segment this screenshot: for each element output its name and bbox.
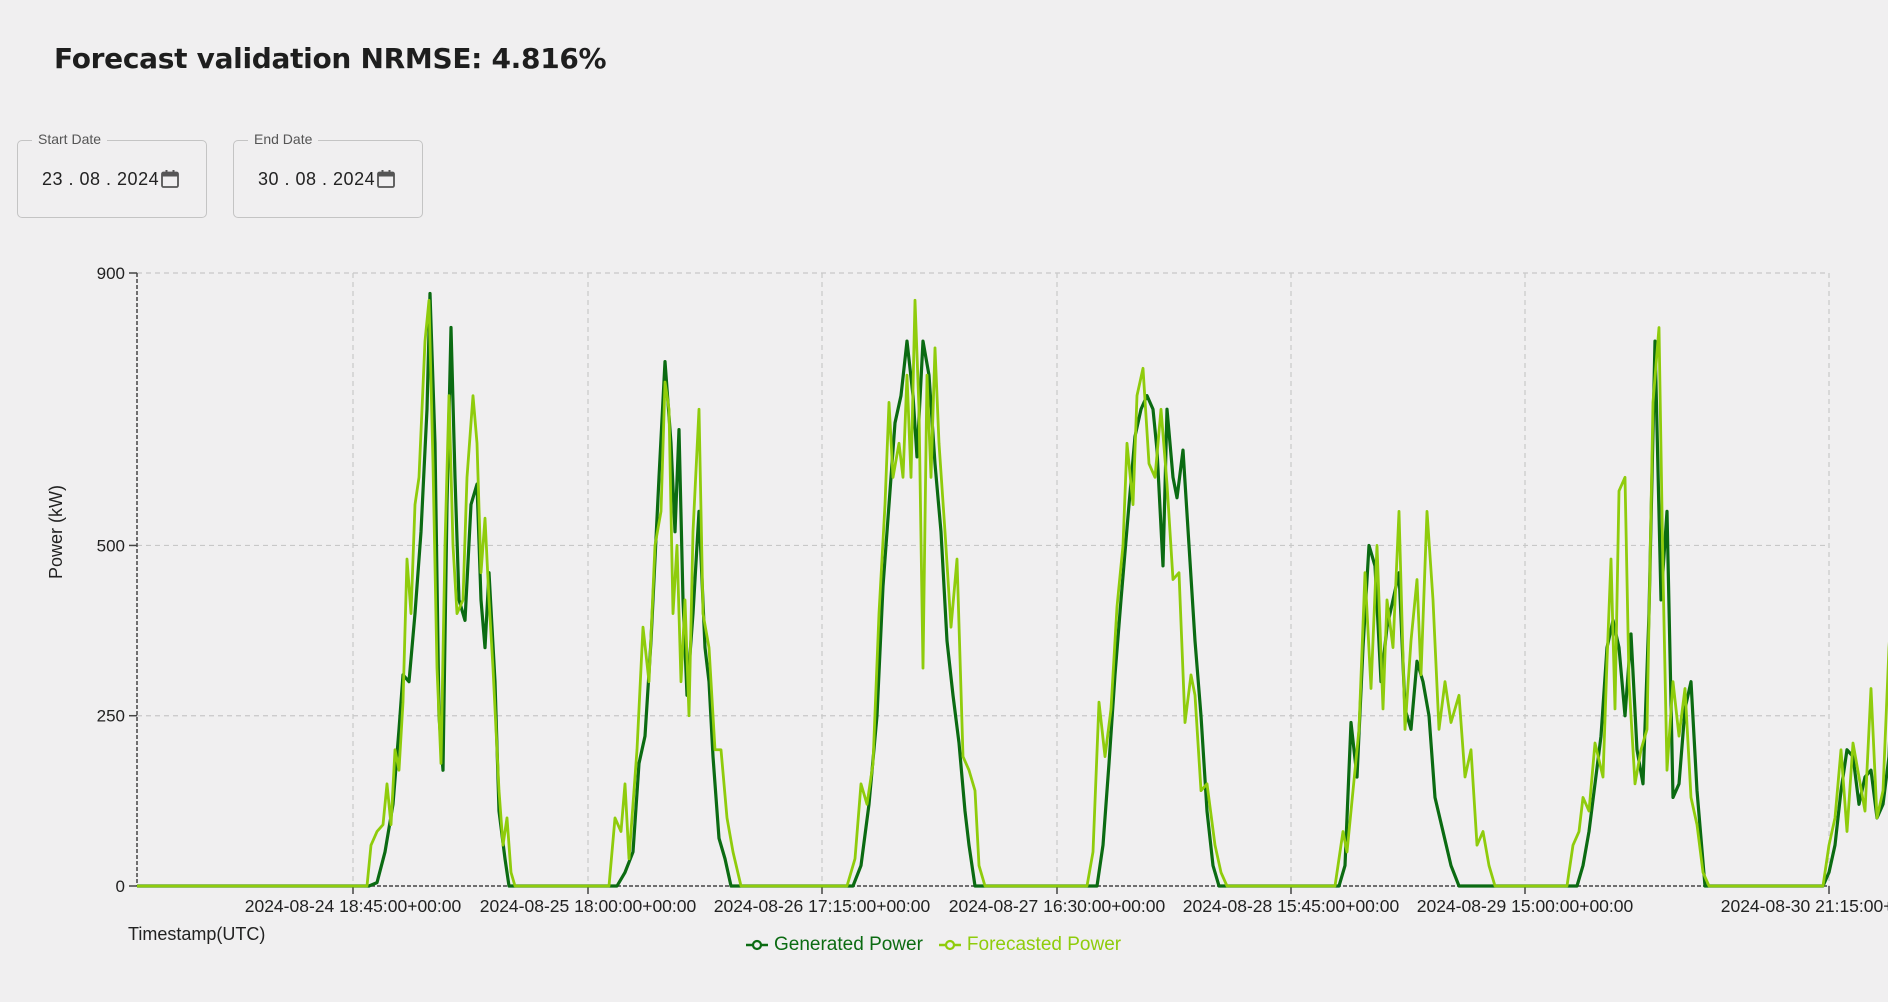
end-date-input[interactable]: 30 . 08 . 2024 [258,169,376,189]
forecasted-power-line [137,298,1888,888]
end-date-label: End Date [248,131,319,147]
y-tick-label: 500 [97,536,125,555]
chart-legend: Generated Power Forecasted Power [746,934,1121,956]
x-tick-label: 2024-08-30 21:15:00+00:00 [1721,896,1888,916]
start-date-label: Start Date [32,131,108,147]
y-axis-title: Power (kW) [46,485,66,579]
x-tick-label: 2024-08-25 18:00:00+00:00 [480,896,697,916]
y-tick-label: 0 [116,877,125,896]
y-tick-label: 900 [97,264,125,283]
start-date-input[interactable]: 23 . 08 . 2024 [42,169,160,189]
legend-item-forecasted[interactable]: Forecasted Power [938,934,1122,956]
y-tick-label: 250 [97,707,125,726]
legend-item-generated[interactable]: Generated Power [746,934,923,956]
line-circle-marker-icon [746,939,768,951]
legend-label: Forecasted Power [966,934,1122,955]
end-date-field[interactable]: End Date 30 . 08 . 2024 [233,131,423,218]
chart-axes: 0 250 500 900 2024-08-24 18:45:00+00:00 2024-… [97,264,1888,916]
chart-grid [137,272,1830,886]
x-tick-label: 2024-08-29 15:00:00+00:00 [1417,896,1634,916]
page-title: Forecast validation NRMSE: 4.816% [54,42,607,75]
x-axis-title: Timestamp(UTC) [128,924,265,944]
line-circle-marker-icon [938,939,961,951]
x-tick-label: 2024-08-27 16:30:00+00:00 [949,896,1166,916]
generated-power-line [137,291,1888,888]
chart-series [137,291,1888,888]
x-tick-label: 2024-08-28 15:45:00+00:00 [1183,896,1400,916]
legend-label: Generated Power [774,934,923,955]
calendar-icon[interactable] [376,169,396,189]
calendar-icon[interactable] [160,169,180,189]
start-date-field[interactable]: Start Date 23 . 08 . 2024 [17,131,207,218]
x-tick-label: 2024-08-26 17:15:00+00:00 [714,896,931,916]
x-tick-label: 2024-08-24 18:45:00+00:00 [245,896,462,916]
